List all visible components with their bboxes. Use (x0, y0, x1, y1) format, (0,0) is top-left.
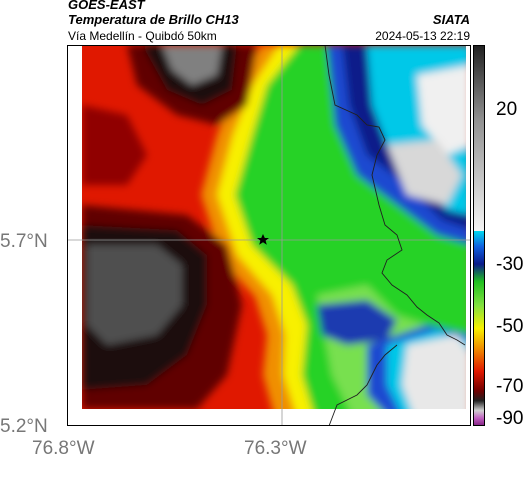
datetime-label: 2024-05-13 22:19 (375, 29, 470, 43)
lon-label-right: 76.3°W (244, 438, 307, 459)
colorbar-label-m50: -50 (496, 316, 524, 337)
lat-label-bottom: 5.2°N (0, 416, 48, 437)
colorbar-label-m70: -70 (496, 376, 524, 397)
source-label: SIATA (432, 12, 470, 27)
colorbar (473, 45, 485, 426)
colorbar-label-m30: -30 (496, 254, 524, 275)
lon-label-left: 76.8°W (32, 438, 95, 459)
temperature-field (82, 45, 466, 409)
map-frame (67, 45, 471, 426)
site-label: Vía Medellín - Quibdó 50km (68, 29, 217, 43)
satellite-name: GOES-EAST (68, 0, 145, 12)
lat-label-top: 5.7°N (0, 231, 48, 252)
brightness-temperature-map (67, 45, 471, 426)
colorbar-label-20: 20 (496, 99, 518, 120)
country-border (324, 45, 466, 426)
colorbar-label-m90: -90 (496, 408, 524, 429)
star-icon (257, 234, 269, 245)
product-title: Temperatura de Brillo CH13 (68, 12, 239, 27)
